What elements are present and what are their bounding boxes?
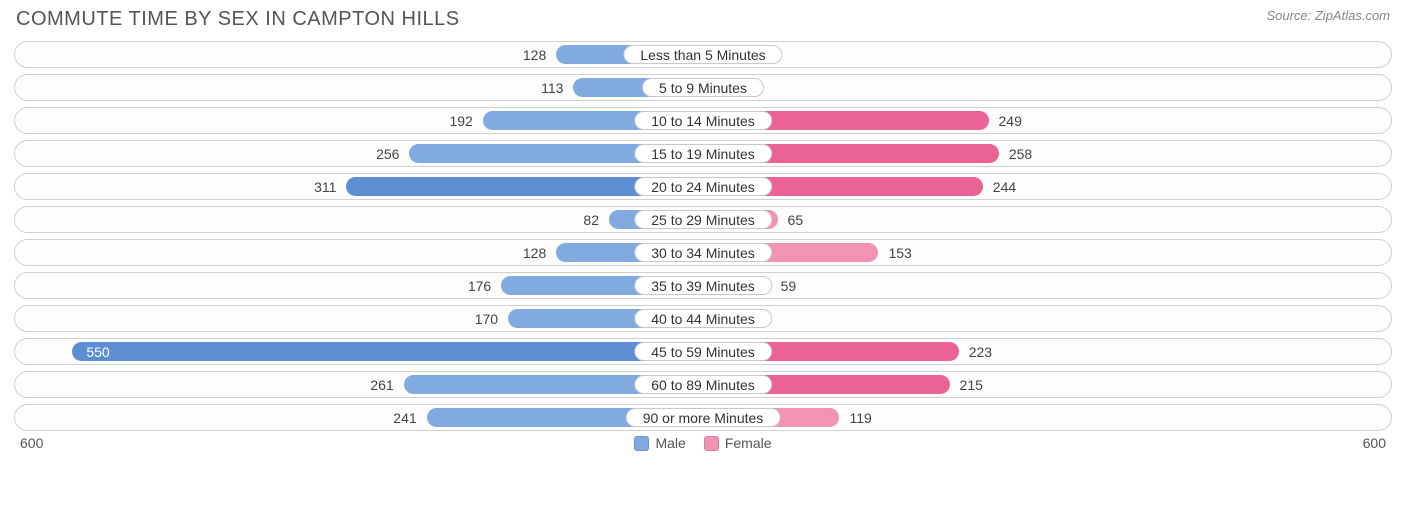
legend-item-male: Male (634, 435, 685, 451)
chart-row: 82 65 25 to 29 Minutes (14, 206, 1392, 233)
legend-female-label: Female (725, 435, 772, 451)
chart-row: 176 5935 to 39 Minutes (14, 272, 1392, 299)
chart-row: 1703040 to 44 Minutes (14, 305, 1392, 332)
female-swatch-icon (704, 436, 719, 451)
female-value: 249 (989, 108, 1022, 133)
chart-row: 12835Less than 5 Minutes (14, 41, 1392, 68)
chart-title: COMMUTE TIME BY SEX IN CAMPTON HILLS (16, 8, 460, 31)
category-pill: 25 to 29 Minutes (634, 210, 772, 229)
chart-rows: 12835Less than 5 Minutes 113255 to 9 Minu… (12, 41, 1394, 431)
legend-item-female: Female (704, 435, 772, 451)
female-value: 119 (839, 405, 871, 430)
chart-row: 113255 to 9 Minutes (14, 74, 1392, 101)
chart-row: 241 119 90 or more Minutes (14, 404, 1392, 431)
chart-container: COMMUTE TIME BY SEX IN CAMPTON HILLS Sou… (0, 0, 1406, 523)
male-value: 128 (496, 42, 556, 67)
male-value: 176 (441, 273, 501, 298)
male-value: 113 (513, 75, 573, 100)
female-value: 65 (778, 207, 804, 232)
chart-row: 256 258 15 to 19 Minutes (14, 140, 1392, 167)
category-pill: 35 to 39 Minutes (634, 276, 772, 295)
category-pill: 40 to 44 Minutes (634, 309, 772, 328)
chart-source: Source: ZipAtlas.com (1266, 8, 1390, 23)
category-pill: 5 to 9 Minutes (642, 78, 764, 97)
female-value: 153 (878, 240, 911, 265)
female-value: 59 (771, 273, 797, 298)
chart-row: 311 244 20 to 24 Minutes (14, 173, 1392, 200)
male-bar (72, 342, 703, 361)
male-swatch-icon (634, 436, 649, 451)
category-pill: 60 to 89 Minutes (634, 375, 772, 394)
legend-male-label: Male (655, 435, 685, 451)
male-value: 241 (367, 405, 427, 430)
male-value: 311 (286, 174, 346, 199)
chart-row: 192 249 10 to 14 Minutes (14, 107, 1392, 134)
male-value: 256 (349, 141, 409, 166)
female-value: 215 (950, 372, 983, 397)
male-value: 192 (423, 108, 483, 133)
category-pill: 15 to 19 Minutes (634, 144, 772, 163)
male-value: 170 (448, 306, 508, 331)
category-pill: 10 to 14 Minutes (634, 111, 772, 130)
category-pill: 45 to 59 Minutes (634, 342, 772, 361)
male-value: 261 (344, 372, 404, 397)
chart-row: 261 215 60 to 89 Minutes (14, 371, 1392, 398)
legend: Male Female (634, 435, 771, 451)
chart-header: COMMUTE TIME BY SEX IN CAMPTON HILLS Sou… (12, 8, 1394, 41)
category-pill: 90 or more Minutes (626, 408, 781, 427)
chart-row: 550 223 45 to 59 Minutes (14, 338, 1392, 365)
male-value: 128 (496, 240, 556, 265)
male-value: 82 (549, 207, 609, 232)
category-pill: 30 to 34 Minutes (634, 243, 772, 262)
chart-row: 128 153 30 to 34 Minutes (14, 239, 1392, 266)
male-value: 550 (72, 339, 123, 364)
axis-left-max: 600 (20, 435, 43, 451)
chart-footer: 600 Male Female 600 (12, 431, 1394, 451)
category-pill: 20 to 24 Minutes (634, 177, 772, 196)
category-pill: Less than 5 Minutes (623, 45, 782, 64)
female-value: 244 (983, 174, 1016, 199)
axis-right-max: 600 (1363, 435, 1386, 451)
female-value: 258 (999, 141, 1032, 166)
female-value: 223 (959, 339, 992, 364)
